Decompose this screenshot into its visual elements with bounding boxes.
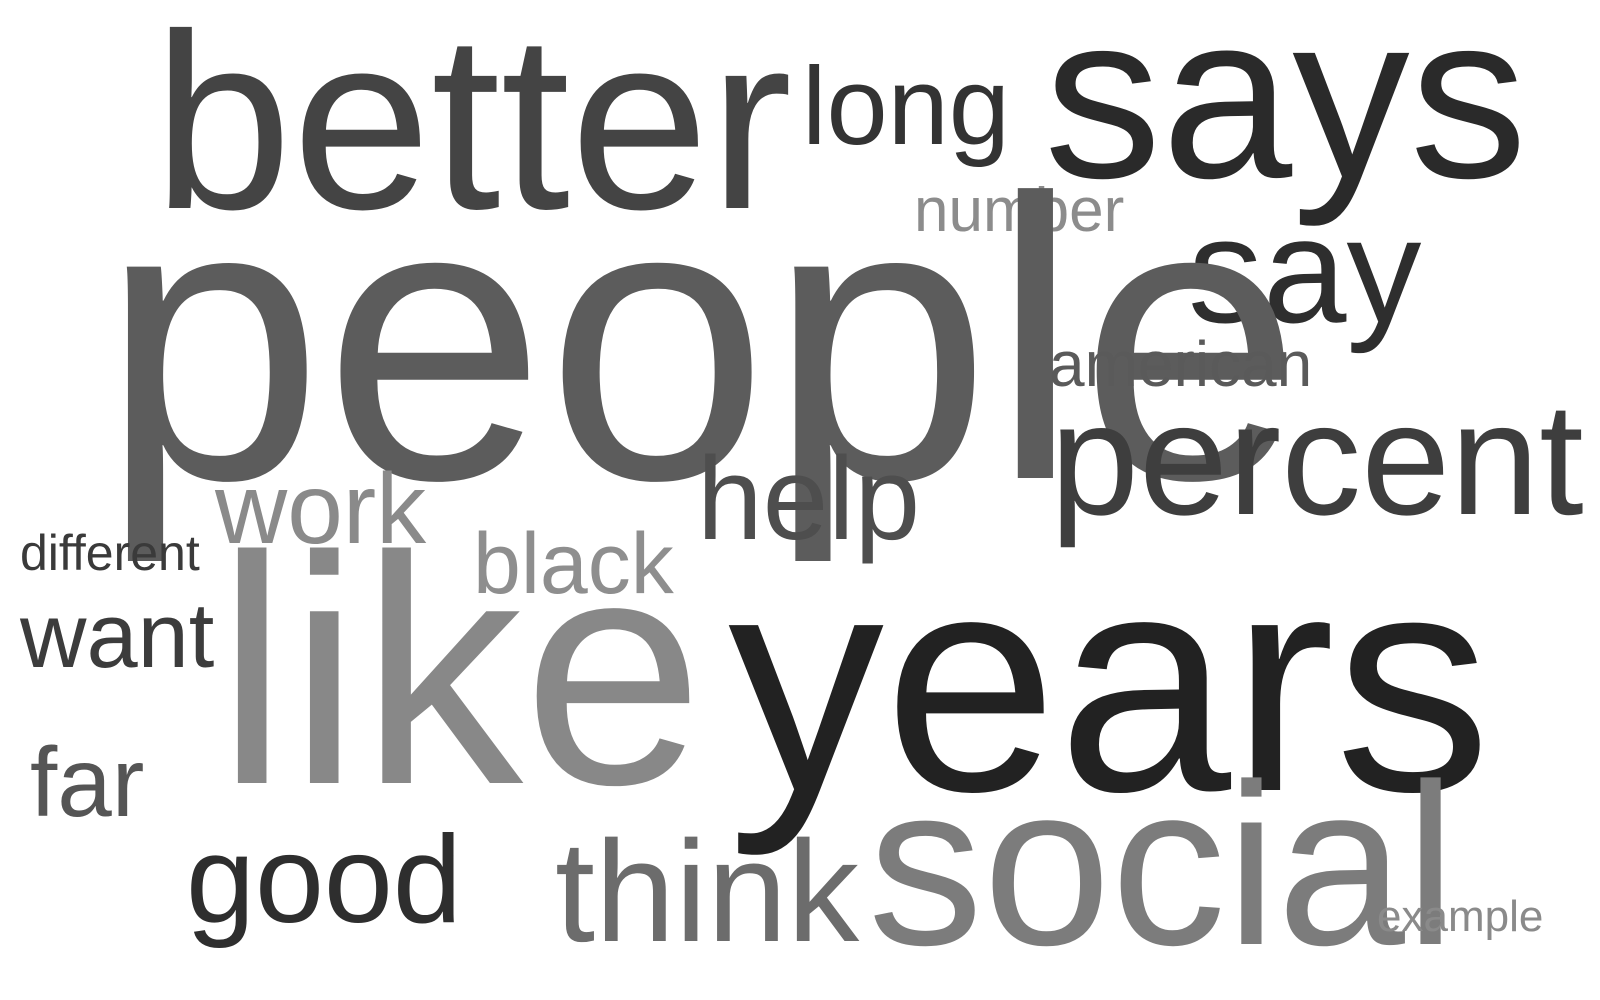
word-social: social: [868, 736, 1457, 993]
word-years: years: [728, 509, 1491, 857]
word-says: says: [1044, 0, 1528, 227]
word-different: different: [20, 525, 200, 581]
word-say: say: [1188, 186, 1422, 354]
word-black: black: [473, 516, 674, 612]
word-help: help: [697, 433, 921, 565]
word-people: people: [101, 116, 1303, 563]
word-like: like: [216, 489, 704, 852]
word-think: think: [555, 811, 860, 972]
word-number: number: [914, 176, 1125, 245]
word-long: long: [802, 45, 1010, 168]
word-example: example: [1377, 892, 1544, 941]
word-percent: percent: [1050, 369, 1584, 548]
word-work: work: [215, 453, 427, 565]
word-want: want: [20, 585, 215, 687]
word-good: good: [186, 811, 462, 949]
word-better: better: [153, 0, 793, 261]
word-far: far: [30, 727, 145, 837]
word-american: american: [1049, 328, 1313, 400]
